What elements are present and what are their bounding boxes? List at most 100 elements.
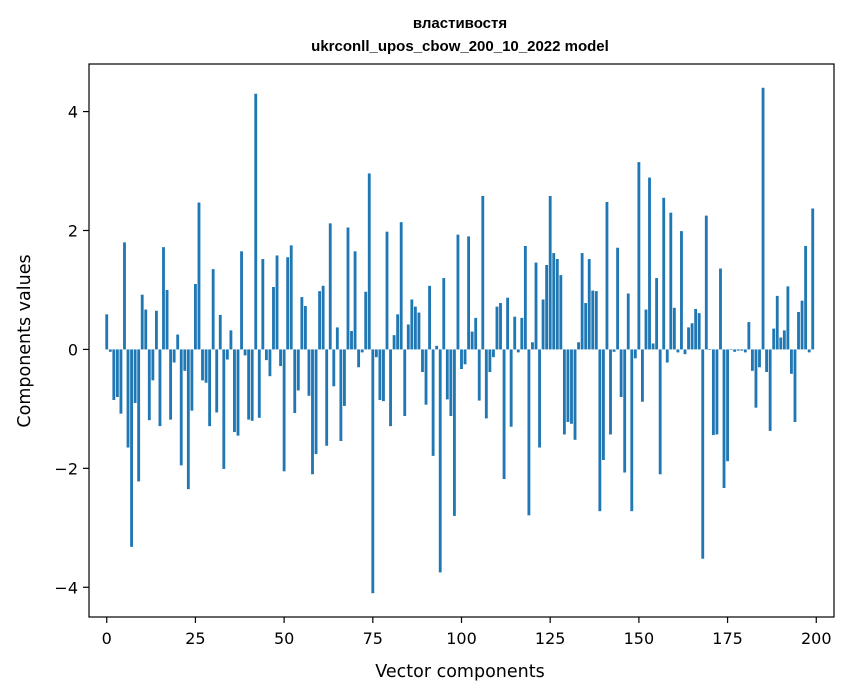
bar [534, 262, 538, 350]
bar [687, 327, 690, 350]
bar [495, 306, 499, 350]
x-tick-label: 25 [185, 629, 205, 648]
bar [350, 330, 353, 350]
bar [711, 349, 715, 436]
bar [240, 251, 243, 350]
bar [729, 349, 733, 351]
bar [676, 349, 680, 353]
bar [633, 349, 637, 359]
bar [722, 349, 726, 488]
y-tick-label: −4 [54, 578, 78, 597]
bar [665, 349, 669, 363]
bar [584, 303, 588, 350]
bar [488, 349, 492, 373]
bar [612, 349, 616, 352]
bar [201, 349, 204, 381]
bar [669, 212, 673, 350]
bar [225, 349, 229, 360]
bar [385, 231, 389, 350]
bar [743, 349, 747, 353]
bar [456, 234, 460, 350]
bar [328, 223, 332, 350]
bar [719, 268, 722, 350]
bar [311, 349, 314, 475]
bar [697, 313, 701, 350]
bar [538, 349, 541, 448]
y-axis-ticks: −4 −2 0 2 4 [54, 103, 89, 597]
bar [140, 294, 144, 350]
bar [474, 317, 478, 350]
bar [580, 253, 584, 350]
bar [694, 308, 698, 350]
bar [790, 349, 793, 374]
bars-group [105, 87, 815, 594]
bar [807, 349, 811, 353]
bar [275, 255, 279, 350]
bar [513, 316, 517, 350]
bar [609, 349, 612, 435]
bar [726, 349, 729, 462]
bar [445, 349, 449, 400]
bar [112, 349, 116, 400]
bar [204, 349, 208, 383]
bar [594, 291, 598, 350]
x-tick-label: 100 [446, 629, 477, 648]
bar [651, 343, 655, 350]
bar [662, 197, 666, 350]
bar [591, 290, 595, 350]
y-tick-label: 0 [68, 340, 78, 359]
bar [243, 349, 247, 356]
bar [470, 331, 474, 350]
bar [523, 245, 527, 350]
x-tick-label: 175 [712, 629, 743, 648]
bar [531, 342, 534, 350]
bar [747, 322, 751, 350]
bar [123, 242, 126, 350]
bar [506, 297, 510, 350]
bar [119, 349, 123, 414]
bar [229, 330, 233, 350]
bar [421, 349, 424, 373]
bar [442, 278, 446, 350]
bar [399, 222, 403, 350]
bar [115, 349, 119, 397]
bar [566, 349, 570, 422]
bar [779, 337, 783, 350]
y-tick-label: 2 [68, 221, 78, 240]
bar [548, 196, 552, 350]
bar [545, 264, 549, 350]
bar [715, 349, 719, 435]
bar [318, 291, 322, 350]
x-tick-label: 200 [801, 629, 832, 648]
x-tick-label: 50 [274, 629, 294, 648]
bar [573, 349, 577, 440]
bar [410, 299, 414, 350]
bar [701, 349, 705, 559]
bar [321, 285, 325, 350]
bar [509, 349, 513, 427]
bar [367, 173, 371, 350]
bar [463, 349, 467, 365]
y-tick-label: −2 [54, 459, 78, 478]
bar [396, 314, 400, 350]
bar [541, 299, 545, 350]
bar [587, 259, 591, 350]
bar [413, 306, 417, 350]
bar [782, 330, 786, 350]
bar [804, 245, 808, 350]
bar [623, 349, 627, 473]
x-tick-label: 75 [363, 629, 383, 648]
bar [484, 349, 488, 419]
bar [502, 349, 506, 480]
chart-title: властивостя [413, 15, 507, 32]
bar [428, 285, 431, 350]
bar [357, 349, 361, 368]
bar [392, 335, 396, 350]
bar [655, 278, 659, 350]
bar [233, 349, 236, 433]
bar [435, 345, 439, 350]
bar [477, 349, 481, 401]
bar [424, 349, 428, 405]
bar [577, 342, 580, 350]
bar [382, 349, 385, 402]
